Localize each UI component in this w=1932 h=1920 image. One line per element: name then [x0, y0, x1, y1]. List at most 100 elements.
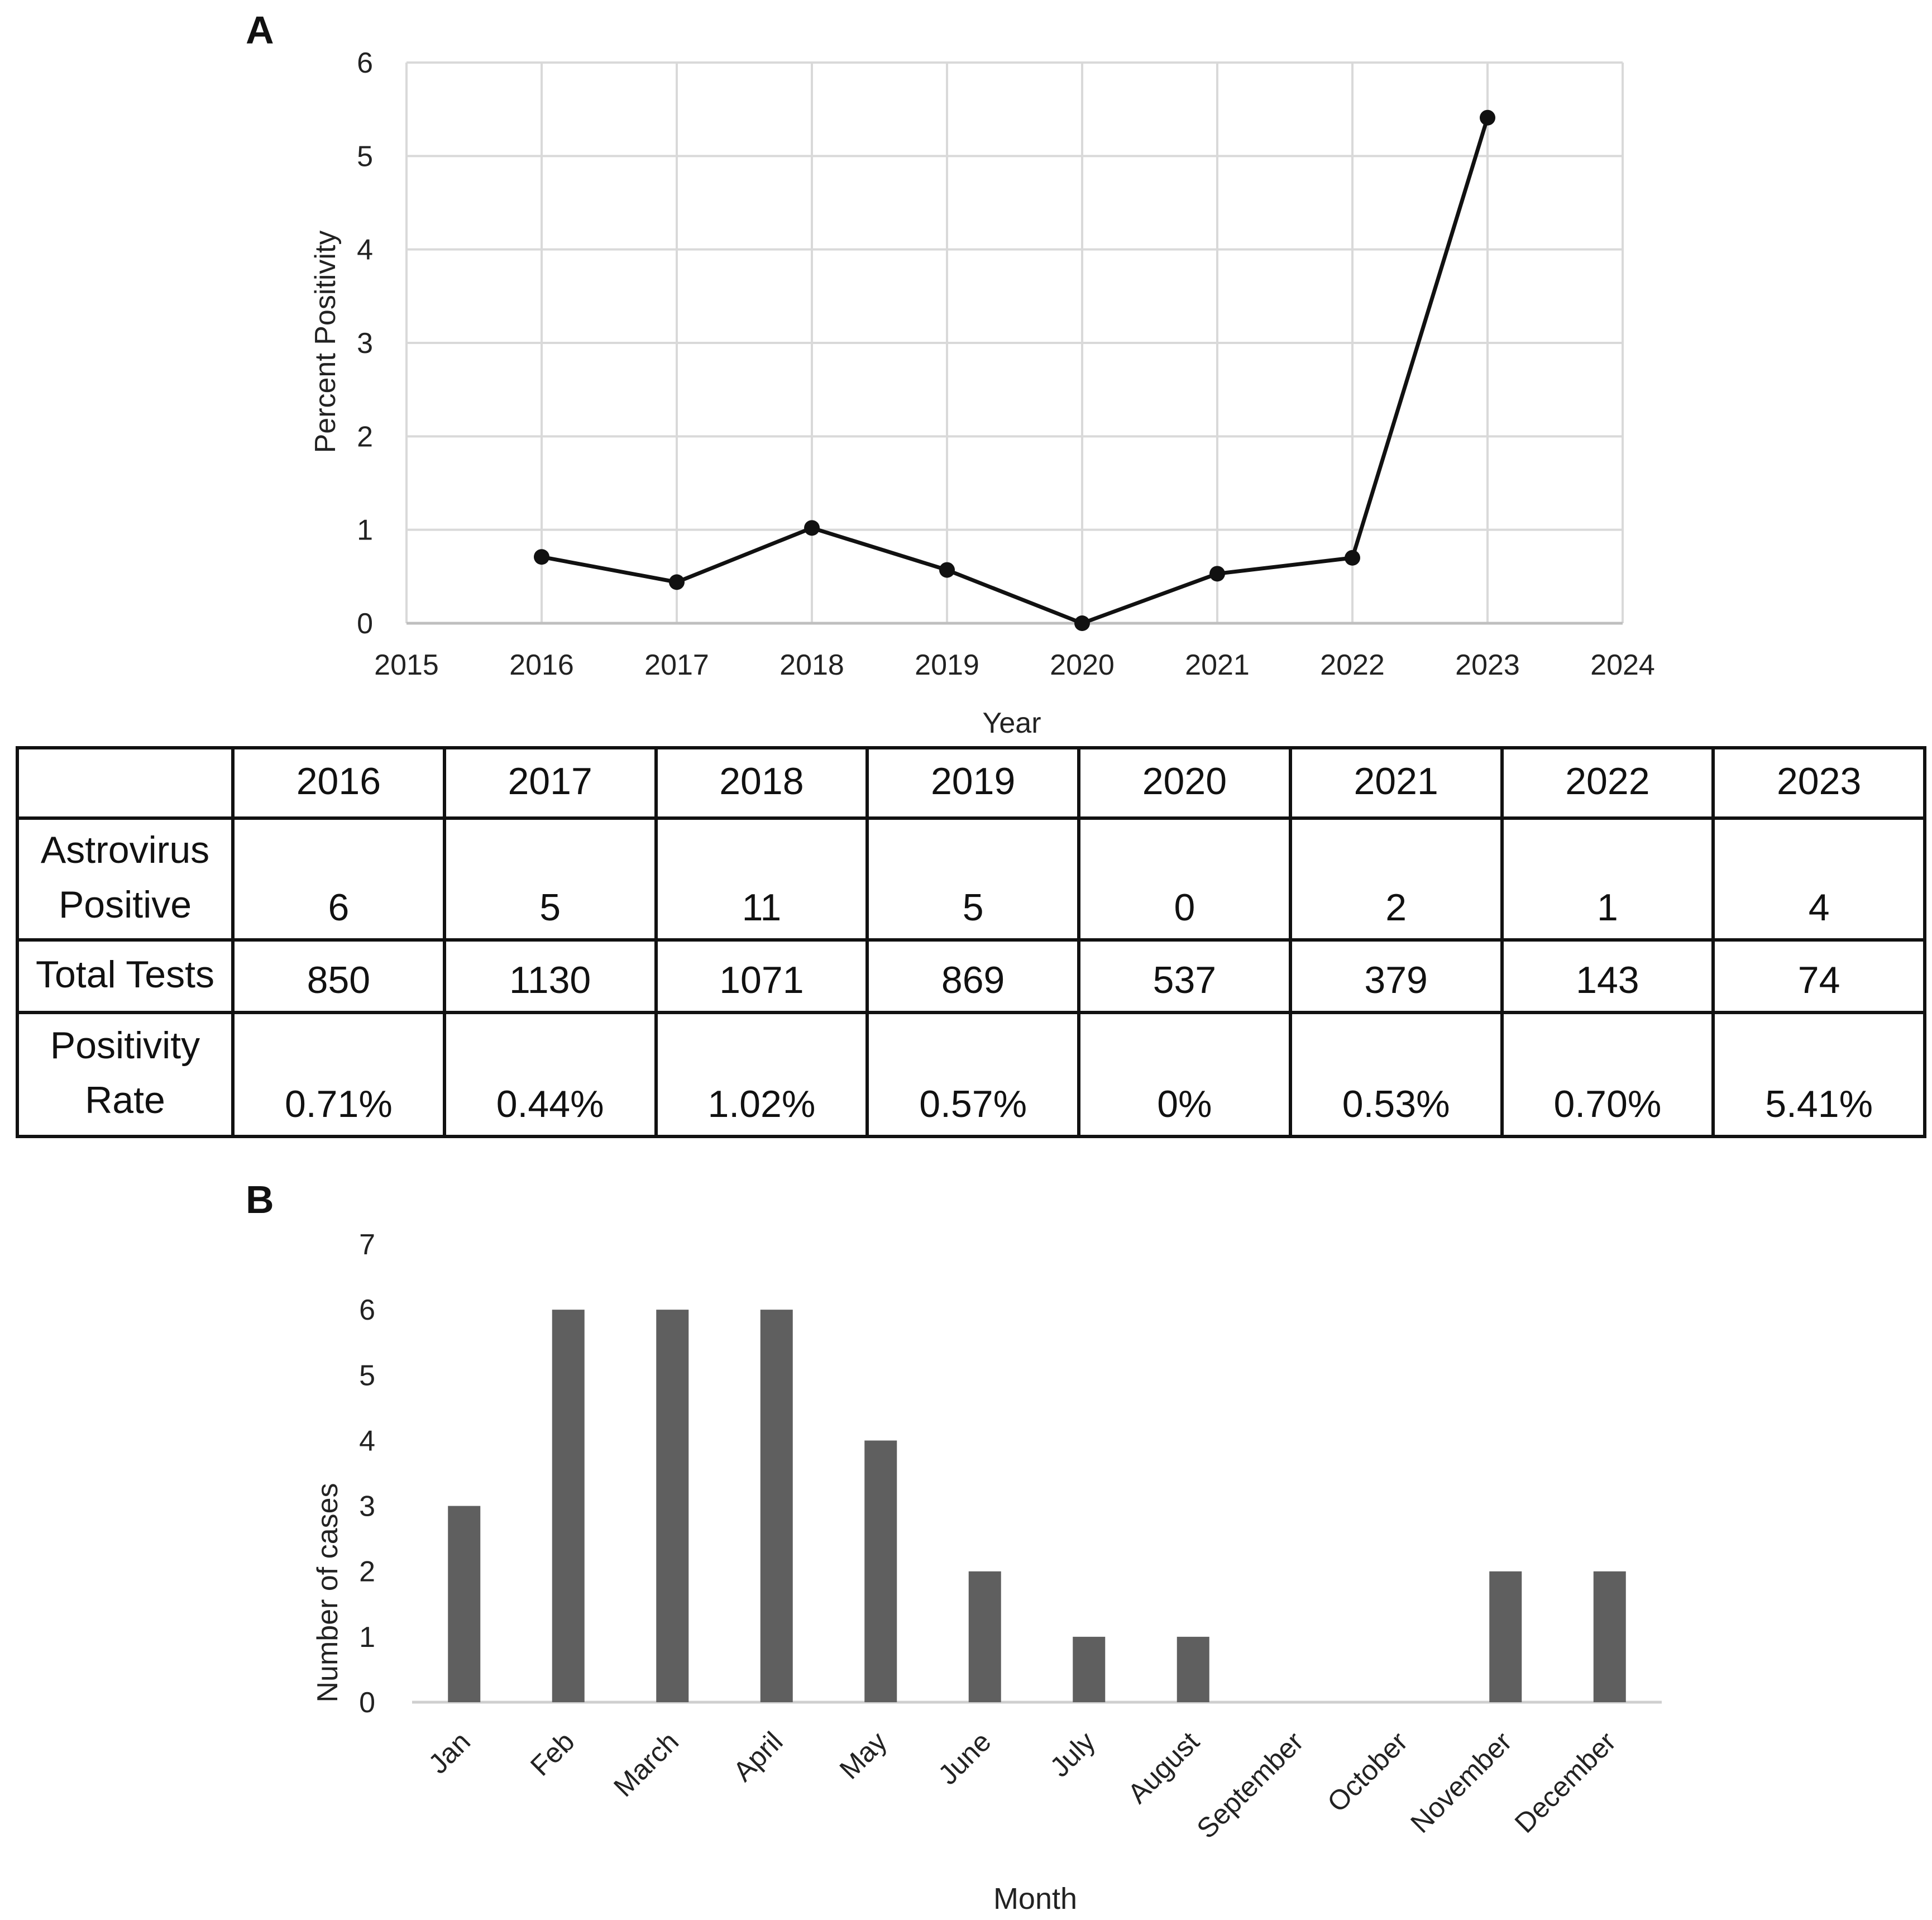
table-cell: 1: [1500, 816, 1715, 942]
table-cell: 0.53%: [1288, 1011, 1504, 1138]
astrovirus-data-table: 2016 2017 2018 2019 2020 2021 2022 2023 Astrovir…: [16, 746, 1926, 1138]
table-cell: 850: [231, 938, 446, 1014]
b-y-tick-label: 3: [359, 1491, 375, 1523]
a-x-tick-label: 2018: [780, 649, 844, 681]
a-y-tick-label: 3: [357, 327, 373, 360]
a-y-axis-label: Percent Positivity: [309, 231, 342, 453]
a-y-tick-label: 5: [357, 140, 373, 173]
monthly-cases-bar-chart: 0 1 2 3 4 5 6 7 Jan Feb March April May June July Augus…: [312, 1229, 1662, 1916]
table-cell: 0%: [1077, 1011, 1292, 1138]
a-x-tick-label: 2015: [374, 649, 439, 681]
table-cell: 869: [865, 938, 1080, 1014]
table-row: Astrovirus Positive 6 5 11 5 0 2 1 4: [16, 816, 1926, 942]
b-bar: [552, 1310, 585, 1702]
b-x-tick-label: March: [608, 1726, 685, 1803]
table-row-label-line: Positivity: [50, 1024, 200, 1067]
b-x-tick-label: November: [1404, 1726, 1518, 1839]
table-row-label-line: Rate: [85, 1079, 165, 1121]
panel-a-label: A: [246, 8, 274, 52]
table-column-header: 2017: [442, 746, 658, 820]
a-data-point: [669, 574, 685, 590]
a-x-tick-label: 2023: [1455, 649, 1520, 681]
a-y-tick-label: 4: [357, 234, 373, 266]
a-data-point: [939, 562, 955, 578]
table-cell: 379: [1288, 938, 1504, 1014]
table-column-header: 2023: [1711, 746, 1926, 820]
b-y-tick-label: 0: [359, 1687, 375, 1719]
table-column-header: 2022: [1500, 746, 1715, 820]
a-data-point: [1345, 550, 1360, 566]
a-y-tick-label: 1: [357, 514, 373, 547]
table-column-header: 2020: [1077, 746, 1292, 820]
b-y-tick-label: 2: [359, 1556, 375, 1588]
table-row-label: Total Tests: [16, 938, 235, 1014]
table-row-label-line: Positive: [58, 883, 192, 926]
table-cell: 2: [1288, 816, 1504, 942]
table-cell: 5: [865, 816, 1080, 942]
table-cell: 0: [1077, 816, 1292, 942]
table-cell: 4: [1711, 816, 1926, 942]
a-data-point: [1074, 615, 1090, 631]
table-cell: 6: [231, 816, 446, 942]
b-y-tick-label: 5: [359, 1359, 375, 1392]
b-bar: [968, 1571, 1001, 1702]
b-x-axis-label: Month: [993, 1882, 1077, 1916]
table-column-header: 2019: [865, 746, 1080, 820]
b-y-tick-label: 6: [359, 1294, 375, 1326]
b-bar: [864, 1440, 897, 1702]
b-x-tick-label: Feb: [524, 1726, 581, 1782]
table-cell: 1071: [654, 938, 869, 1014]
table-row-label-line: Total Tests: [35, 953, 214, 996]
b-bar: [1073, 1636, 1106, 1702]
b-y-axis-label: Number of cases: [312, 1483, 344, 1702]
b-x-tick-label: Jan: [422, 1726, 476, 1780]
table-column-header: 2018: [654, 746, 869, 820]
a-series-line: [541, 117, 1490, 625]
a-x-tick-label: 2019: [915, 649, 979, 681]
table-cell: 1130: [442, 938, 658, 1014]
table-cell: 0.57%: [865, 1011, 1080, 1138]
a-x-tick-label: 2021: [1185, 649, 1250, 681]
table-column-header: 2021: [1288, 746, 1504, 820]
table-row-label: Astrovirus Positive: [16, 816, 235, 942]
table-row-label: Positivity Rate: [16, 1011, 235, 1138]
table-cell: 0.71%: [231, 1011, 446, 1138]
b-x-tick-label: May: [834, 1726, 893, 1785]
table-row: Positivity Rate 0.71% 0.44% 1.02% 0.57% 0% 0.53…: [16, 1011, 1926, 1138]
b-bar: [448, 1506, 481, 1702]
a-data-point: [1209, 566, 1225, 582]
b-y-tick-label: 1: [359, 1621, 375, 1654]
b-x-tick-label: October: [1321, 1726, 1413, 1818]
b-bar: [1177, 1636, 1209, 1702]
a-y-tick-label: 2: [357, 421, 373, 453]
table-row: Total Tests 850 1130 1071 869 537 379 143 74: [16, 938, 1926, 1014]
percent-positivity-line-chart: 2015 2016 2017 2018 2019 2020 2021 2022 2023 2024…: [309, 47, 1655, 739]
table-cell: 5: [442, 816, 658, 942]
b-bar: [1593, 1571, 1626, 1702]
panel-b-label: B: [246, 1178, 274, 1221]
b-x-tick-label: April: [727, 1726, 788, 1787]
b-y-tick-label: 7: [359, 1229, 375, 1261]
b-bar: [1489, 1571, 1522, 1702]
b-x-tick-label: December: [1509, 1726, 1622, 1839]
a-x-tick-label: 2024: [1590, 649, 1655, 681]
table-cell: 1.02%: [654, 1011, 869, 1138]
a-x-axis-label: Year: [982, 707, 1041, 739]
table-corner-cell: [16, 746, 235, 820]
a-data-point: [804, 520, 820, 536]
b-x-tick-label: August: [1122, 1726, 1206, 1809]
a-data-point: [1480, 109, 1495, 126]
table-row-label-line: Astrovirus: [40, 829, 210, 871]
table-cell: 0.70%: [1500, 1011, 1715, 1138]
a-y-tick-label: 0: [357, 608, 373, 640]
a-x-tick-label: 2016: [509, 649, 574, 681]
table-cell: 11: [654, 816, 869, 942]
table-cell: 143: [1500, 938, 1715, 1014]
b-x-tick-label: September: [1190, 1726, 1309, 1845]
b-bar: [760, 1310, 793, 1702]
table-cell: 5.41%: [1711, 1011, 1926, 1138]
b-y-tick-label: 4: [359, 1425, 375, 1457]
a-x-tick-label: 2022: [1320, 649, 1385, 681]
b-x-tick-label: July: [1044, 1726, 1101, 1783]
table-column-header: 2016: [231, 746, 446, 820]
